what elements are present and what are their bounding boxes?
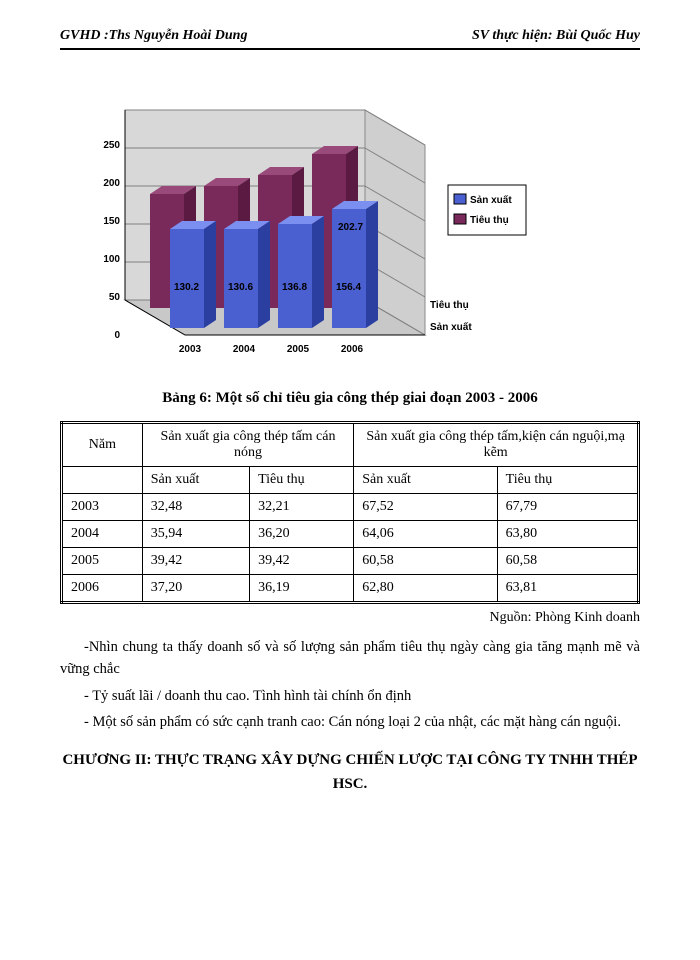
sub-tt-2: Tiêu thụ <box>497 467 638 494</box>
paragraph: -Nhìn chung ta thấy doanh số và số lượng… <box>60 636 640 681</box>
ytick-150: 150 <box>103 216 120 227</box>
table-row: 200637,2036,1962,8063,81 <box>62 575 639 603</box>
xcat-2006: 2006 <box>341 344 364 355</box>
xcat-2005: 2005 <box>287 344 310 355</box>
ytick-50: 50 <box>109 292 121 303</box>
paragraph: - Một số sản phẩm có sức cạnh tranh cao:… <box>60 711 640 733</box>
depth-label-san-xuat: Sản xuất <box>430 321 472 333</box>
svg-text:136.8: 136.8 <box>282 282 307 293</box>
svg-text:156.4: 156.4 <box>336 282 361 293</box>
svg-text:202.7: 202.7 <box>338 222 363 233</box>
header-left: GVHD :Ths Nguyễn Hoài Dung <box>60 28 247 44</box>
th-year: Năm <box>62 423 143 467</box>
svg-text:Tiêu thụ: Tiêu thụ <box>470 215 509 226</box>
sub-sx-1: Sản xuất <box>142 467 249 494</box>
depth-label-tieu-thu: Tiêu thụ <box>430 300 469 311</box>
paragraph: - Tỷ suất lãi / doanh thu cao. Tình hình… <box>60 685 640 707</box>
cell-empty <box>62 467 143 494</box>
xcat-2003: 2003 <box>179 344 202 355</box>
ytick-250: 250 <box>103 140 120 151</box>
svg-text:130.2: 130.2 <box>174 282 199 293</box>
chart-3d-bar: 0 50 100 150 200 250 <box>70 90 530 370</box>
chart-legend: Sản xuất Tiêu thụ <box>448 185 526 235</box>
table-source: Nguồn: Phòng Kinh doanh <box>60 610 640 626</box>
ytick-0: 0 <box>114 330 120 341</box>
data-table: Năm Sản xuất gia công thép tấm cán nóng … <box>60 421 640 604</box>
table-caption: Bảng 6: Một số chỉ tiêu gia công thép gi… <box>60 390 640 407</box>
header-right: SV thực hiện: Bùi Quốc Huy <box>472 28 640 44</box>
svg-text:Sản xuất: Sản xuất <box>470 194 512 206</box>
xcat-2004: 2004 <box>233 344 256 355</box>
table-row: 200332,4832,2167,5267,79 <box>62 494 639 521</box>
th-group-2: Sản xuất gia công thép tấm,kiện cán nguộ… <box>354 423 639 467</box>
ytick-100: 100 <box>103 254 120 265</box>
chapter-heading: CHƯƠNG II: THỰC TRẠNG XÂY DỰNG CHIẾN LƯỢ… <box>60 748 640 796</box>
svg-text:130.6: 130.6 <box>228 282 253 293</box>
page-header: GVHD :Ths Nguyễn Hoài Dung SV thực hiện:… <box>60 28 640 50</box>
body-paragraphs: -Nhìn chung ta thấy doanh số và số lượng… <box>60 636 640 734</box>
table-row: 200435,9436,2064,0663,80 <box>62 521 639 548</box>
th-group-1: Sản xuất gia công thép tấm cán nóng <box>142 423 354 467</box>
sub-sx-2: Sản xuất <box>354 467 497 494</box>
sub-tt-1: Tiêu thụ <box>250 467 354 494</box>
table-row: 200539,4239,4260,5860,58 <box>62 548 639 575</box>
ytick-200: 200 <box>103 178 120 189</box>
